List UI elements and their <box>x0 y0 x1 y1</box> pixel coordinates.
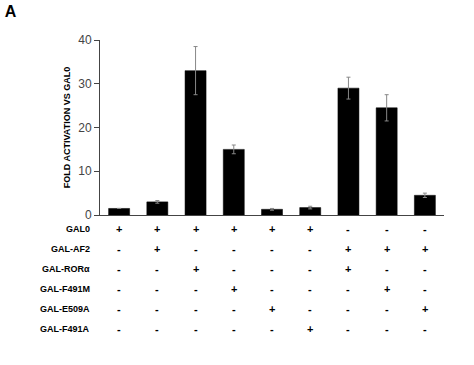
svg-text:-: - <box>117 303 121 315</box>
svg-text:-: - <box>385 303 389 315</box>
svg-text:10: 10 <box>78 164 92 178</box>
svg-text:FOLD ACTIVATION VS GAL0: FOLD ACTIVATION VS GAL0 <box>62 67 72 188</box>
svg-text:-: - <box>346 323 350 335</box>
svg-text:-: - <box>117 243 121 255</box>
svg-text:GAL0: GAL0 <box>66 224 90 234</box>
svg-text:+: + <box>231 283 237 295</box>
svg-text:-: - <box>155 323 159 335</box>
svg-text:20: 20 <box>78 121 92 135</box>
svg-text:-: - <box>308 243 312 255</box>
svg-text:+: + <box>154 243 160 255</box>
svg-text:-: - <box>308 283 312 295</box>
svg-text:GAL-E509A: GAL-E509A <box>40 304 90 314</box>
svg-text:+: + <box>193 223 199 235</box>
svg-text:-: - <box>423 263 427 275</box>
svg-text:-: - <box>270 323 274 335</box>
svg-text:+: + <box>193 263 199 275</box>
svg-text:-: - <box>155 283 159 295</box>
svg-text:+: + <box>116 223 122 235</box>
svg-text:+: + <box>345 263 351 275</box>
svg-text:-: - <box>117 263 121 275</box>
svg-text:-: - <box>346 283 350 295</box>
svg-text:-: - <box>232 303 236 315</box>
svg-text:+: + <box>384 243 390 255</box>
svg-text:-: - <box>270 243 274 255</box>
svg-text:40: 40 <box>78 33 92 47</box>
svg-text:-: - <box>385 263 389 275</box>
svg-text:GAL-F491A: GAL-F491A <box>40 324 90 334</box>
svg-text:+: + <box>269 223 275 235</box>
svg-text:+: + <box>269 303 275 315</box>
svg-text:+: + <box>422 243 428 255</box>
svg-text:-: - <box>194 283 198 295</box>
svg-text:A: A <box>5 3 17 20</box>
svg-text:+: + <box>422 303 428 315</box>
svg-text:-: - <box>346 303 350 315</box>
svg-text:+: + <box>154 223 160 235</box>
svg-text:-: - <box>194 303 198 315</box>
svg-text:30: 30 <box>78 77 92 91</box>
svg-text:+: + <box>345 243 351 255</box>
svg-text:+: + <box>384 283 390 295</box>
svg-text:-: - <box>270 283 274 295</box>
svg-text:-: - <box>423 223 427 235</box>
svg-text:0: 0 <box>85 208 92 222</box>
svg-text:-: - <box>232 323 236 335</box>
svg-text:+: + <box>231 223 237 235</box>
svg-text:-: - <box>270 263 274 275</box>
svg-text:-: - <box>155 303 159 315</box>
svg-text:-: - <box>346 223 350 235</box>
svg-text:-: - <box>308 303 312 315</box>
svg-text:+: + <box>307 223 313 235</box>
svg-text:-: - <box>194 323 198 335</box>
svg-text:-: - <box>385 223 389 235</box>
svg-text:-: - <box>117 283 121 295</box>
svg-text:GAL-RORα: GAL-RORα <box>42 264 90 274</box>
svg-text:-: - <box>194 243 198 255</box>
svg-text:-: - <box>232 243 236 255</box>
svg-text:-: - <box>423 323 427 335</box>
svg-text:-: - <box>423 283 427 295</box>
svg-text:-: - <box>117 323 121 335</box>
svg-text:-: - <box>308 263 312 275</box>
svg-text:GAL-F491M: GAL-F491M <box>40 284 90 294</box>
svg-text:+: + <box>307 323 313 335</box>
svg-text:-: - <box>385 323 389 335</box>
svg-text:-: - <box>155 263 159 275</box>
svg-text:-: - <box>232 263 236 275</box>
svg-text:GAL-AF2: GAL-AF2 <box>51 244 90 254</box>
